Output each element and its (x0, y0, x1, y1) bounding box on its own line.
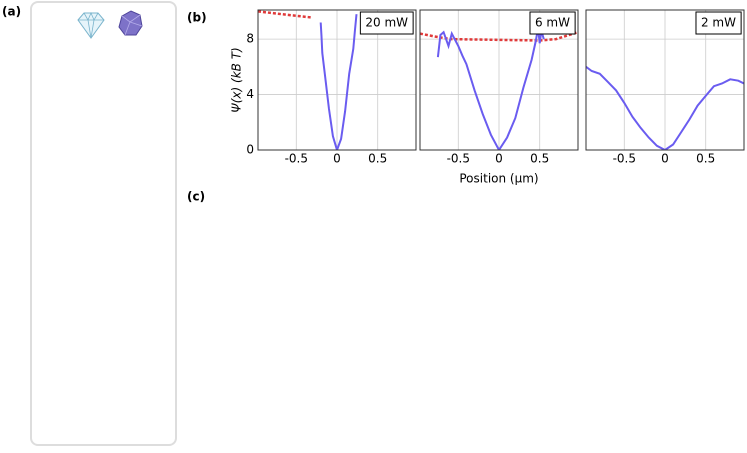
annotation-box (695, 11, 742, 35)
diamond-icon (77, 11, 105, 39)
series-line (420, 31, 578, 42)
plot-frame (419, 9, 579, 151)
crystal-icon (118, 10, 143, 36)
x-tick-label: -0.5 (285, 152, 308, 166)
plot-frame (585, 9, 745, 151)
annotation-box (529, 11, 576, 35)
x-tick-label: 0.5 (368, 152, 387, 166)
panel-label: (b) (187, 11, 207, 25)
panel-label: (a) (2, 5, 21, 19)
panel-a-frame (30, 1, 177, 446)
x-tick-label: 0 (661, 152, 669, 166)
y-tick-label: 0 (246, 143, 254, 157)
series-line (436, 27, 545, 150)
y-tick-label: 4 (246, 87, 254, 101)
x-tick-label: 0 (495, 152, 503, 166)
annotation-box (359, 11, 414, 35)
x-tick-label: -0.5 (447, 152, 470, 166)
x-tick-label: 0 (333, 152, 341, 166)
y-axis-label: Ψ(x) (kB T) (230, 47, 244, 112)
x-tick-label: 0.5 (696, 152, 715, 166)
panel-label: (c) (187, 190, 205, 204)
plot-frame (257, 9, 417, 151)
annotation: 2 mW (701, 16, 736, 30)
x-tick-label: 0.5 (530, 152, 549, 166)
x-tick-label: -0.5 (613, 152, 636, 166)
series-line (586, 65, 744, 150)
annotation: 6 mW (535, 16, 570, 30)
x-axis-label: Position (μm) (459, 172, 538, 186)
annotation: 20 mW (365, 16, 408, 30)
y-tick-label: 8 (246, 32, 254, 46)
series-line (319, 14, 358, 150)
